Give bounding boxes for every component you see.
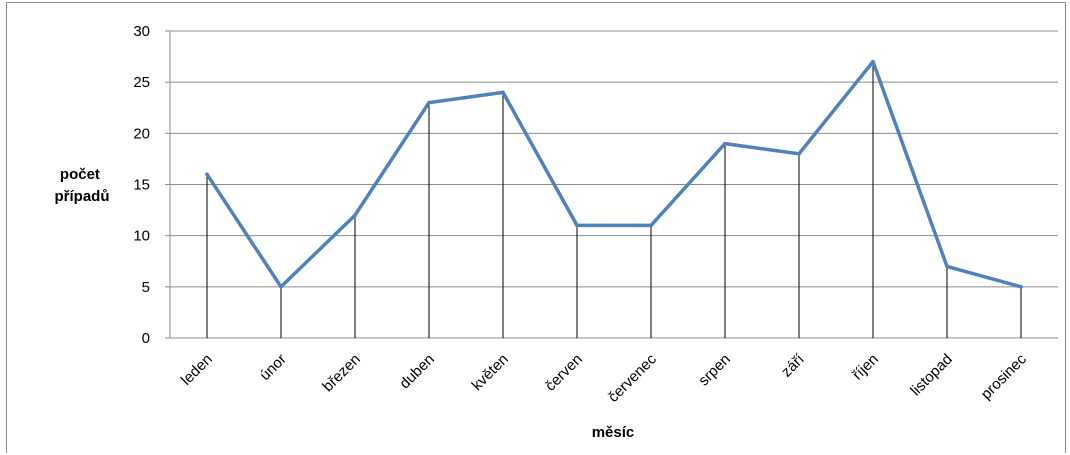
y-tick-label: 15 [133, 177, 150, 194]
axes [169, 31, 1058, 339]
data-point [205, 172, 209, 177]
y-tick-label: 0 [142, 330, 150, 347]
x-tick-label: září [778, 350, 808, 380]
y-tick-label: 10 [133, 228, 150, 245]
x-axis-title: měsíc [592, 424, 635, 441]
y-tick-label: 20 [133, 125, 150, 142]
x-tick-label: březen [319, 351, 363, 395]
data-point [945, 264, 949, 269]
data-point [279, 285, 283, 289]
x-tick-label: červenec [605, 350, 660, 405]
y-tick-labels: 0 5 10 15 20 25 30 [133, 23, 150, 347]
gridlines [165, 30, 1058, 339]
x-tick-label: duben [396, 351, 438, 393]
data-point [575, 223, 579, 228]
y-axis-title-line-1: počet [60, 166, 100, 183]
data-point [427, 100, 431, 105]
chart-frame [6, 2, 1066, 453]
data-point [1019, 285, 1023, 289]
drop-lines [206, 61, 1022, 338]
data-point [797, 152, 801, 156]
data-point [353, 213, 357, 217]
data-point [649, 223, 653, 228]
data-point [871, 59, 875, 64]
series [205, 59, 1023, 289]
y-axis-title-line-2: případů [55, 188, 110, 205]
y-tick-label: 30 [133, 23, 150, 40]
series-line [205, 59, 1023, 289]
x-tick-label: leden [178, 351, 216, 389]
x-tick-label: únor [257, 351, 290, 384]
x-tick-labels: leden únor březen duben květen červen červenec… [178, 350, 1030, 406]
x-tick-label: prosinec [978, 350, 1030, 402]
data-point [501, 90, 505, 95]
x-tick-label: listopad [907, 351, 956, 400]
y-tick-label: 25 [133, 74, 150, 91]
y-axis-title: počet případů [55, 166, 110, 205]
x-tick-label: říjen [849, 351, 882, 384]
x-tick-label: srpen [695, 351, 734, 390]
y-tick-label: 5 [142, 279, 150, 296]
data-point [723, 141, 727, 146]
x-tick-label: červen [542, 351, 586, 395]
x-tick-label: květen [469, 351, 512, 394]
